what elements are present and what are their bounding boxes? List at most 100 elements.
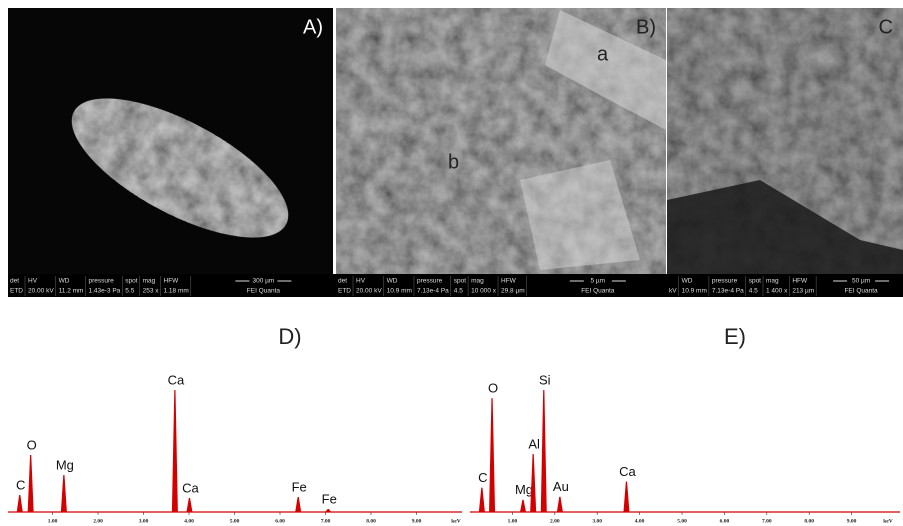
x-axis-label: keV bbox=[883, 518, 893, 524]
x-tick-label: 6.00 bbox=[720, 518, 730, 524]
info-value: 5.5 bbox=[125, 288, 134, 295]
x-tick-label: 6.00 bbox=[275, 518, 285, 524]
info-value: 1.18 mm bbox=[164, 288, 189, 295]
peak-label: Ca bbox=[182, 480, 199, 495]
x-tick-label: 3.00 bbox=[139, 518, 149, 524]
panel-label: A) bbox=[303, 16, 323, 38]
annotation: a bbox=[597, 43, 609, 65]
info-value: 11.2 mm bbox=[59, 288, 84, 295]
info-header: det bbox=[10, 278, 19, 285]
x-tick-label: 2.00 bbox=[550, 518, 560, 524]
scale-bar-label: 50 µm bbox=[852, 278, 870, 285]
x-tick-label: 4.00 bbox=[635, 518, 645, 524]
info-header: HFW bbox=[164, 278, 180, 285]
instrument: FEI Quanta bbox=[581, 288, 615, 295]
peak bbox=[61, 475, 67, 512]
x-tick-label: 7.00 bbox=[762, 518, 772, 524]
info-header: mag bbox=[766, 278, 779, 285]
peak bbox=[557, 497, 563, 512]
info-value: 7.13e-4 Pa bbox=[712, 288, 744, 295]
peak-label: C bbox=[478, 470, 487, 485]
info-value: 20.00 kV bbox=[28, 288, 54, 295]
x-tick-label: 8.00 bbox=[804, 518, 814, 524]
peak-label: O bbox=[488, 381, 498, 396]
panel-label: C bbox=[879, 16, 893, 38]
peak bbox=[28, 455, 34, 512]
info-value: 10 000 x bbox=[471, 288, 497, 295]
peak-label: Fe bbox=[322, 491, 337, 506]
instrument: FEI Quanta bbox=[247, 288, 281, 295]
peak-label: Fe bbox=[292, 479, 307, 494]
peak-label: Au bbox=[553, 479, 569, 494]
peak bbox=[520, 500, 526, 512]
x-tick-label: 2.00 bbox=[93, 518, 103, 524]
peak bbox=[489, 398, 495, 512]
info-value: 29.8 µm bbox=[501, 288, 525, 295]
panel-label: B) bbox=[636, 16, 656, 38]
peak-label: C bbox=[16, 477, 25, 492]
info-header: spot bbox=[749, 278, 761, 285]
peak bbox=[17, 495, 23, 512]
info-header: WD bbox=[682, 278, 693, 285]
peak-label: O bbox=[27, 437, 37, 452]
x-tick-label: 5.00 bbox=[677, 518, 687, 524]
info-value: 4.5 bbox=[454, 288, 463, 295]
info-value: 1.43e-3 Pa bbox=[88, 288, 120, 295]
x-tick-label: 1.00 bbox=[48, 518, 58, 524]
info-value: kV bbox=[669, 288, 677, 295]
info-value: 253 x bbox=[143, 288, 160, 295]
peak bbox=[295, 497, 301, 512]
chart-title: D) bbox=[278, 324, 301, 349]
chart-title: E) bbox=[724, 324, 746, 349]
info-header: spot bbox=[125, 278, 137, 285]
peak-label: Ca bbox=[168, 372, 185, 387]
info-value: 213 µm bbox=[792, 288, 814, 295]
peak bbox=[186, 498, 192, 512]
peak-label: Si bbox=[539, 372, 551, 387]
info-header: mag bbox=[471, 278, 484, 285]
info-header: HV bbox=[356, 278, 366, 285]
info-header: HFW bbox=[501, 278, 517, 285]
info-header: pressure bbox=[88, 278, 114, 285]
info-value: 1 400 x bbox=[766, 288, 788, 295]
annotation: b bbox=[448, 151, 459, 173]
info-header: mag bbox=[143, 278, 156, 285]
info-value: 10.9 mm bbox=[682, 288, 707, 295]
info-value: ETD bbox=[338, 288, 351, 295]
peak bbox=[172, 390, 178, 512]
instrument: FEI Quanta bbox=[844, 288, 878, 295]
info-header: pressure bbox=[712, 278, 738, 285]
x-tick-label: 8.00 bbox=[366, 518, 376, 524]
x-tick-label: 9.00 bbox=[847, 518, 857, 524]
peak bbox=[479, 488, 485, 512]
page: { "panels": [ {"label": "A)", "info": [ … bbox=[0, 0, 903, 526]
x-tick-label: 9.00 bbox=[412, 518, 422, 524]
peak bbox=[623, 482, 629, 513]
peak-label: Ca bbox=[619, 464, 636, 479]
scale-bar-label: 5 µm bbox=[591, 278, 606, 285]
x-tick-label: 3.00 bbox=[592, 518, 602, 524]
peak-label: Mg bbox=[56, 457, 74, 472]
figure: a b A) det ETD HV 20.00 kV WD 11.2 mm pressure 1… bbox=[0, 0, 903, 526]
info-header: HFW bbox=[792, 278, 808, 285]
info-header: HV bbox=[28, 278, 38, 285]
info-header: pressure bbox=[417, 278, 443, 285]
scale-bar-label: 300 µm bbox=[252, 278, 274, 285]
peak-label: Al bbox=[528, 436, 540, 451]
x-axis-label: keV bbox=[451, 518, 461, 524]
info-value: 10.9 mm bbox=[387, 288, 412, 295]
info-header: spot bbox=[454, 278, 466, 285]
peak bbox=[325, 509, 331, 512]
info-value: 20.00 kV bbox=[356, 288, 382, 295]
x-tick-label: 5.00 bbox=[230, 518, 240, 524]
info-header: det bbox=[338, 278, 347, 285]
info-header: WD bbox=[59, 278, 70, 285]
info-value: 7.13e-4 Pa bbox=[417, 288, 449, 295]
info-header: WD bbox=[387, 278, 398, 285]
info-value: ETD bbox=[10, 288, 23, 295]
info-value: 4.5 bbox=[749, 288, 758, 295]
x-tick-label: 4.00 bbox=[184, 518, 194, 524]
x-tick-label: 1.00 bbox=[508, 518, 518, 524]
peak bbox=[541, 390, 547, 512]
peak-label: Mg bbox=[515, 482, 533, 497]
